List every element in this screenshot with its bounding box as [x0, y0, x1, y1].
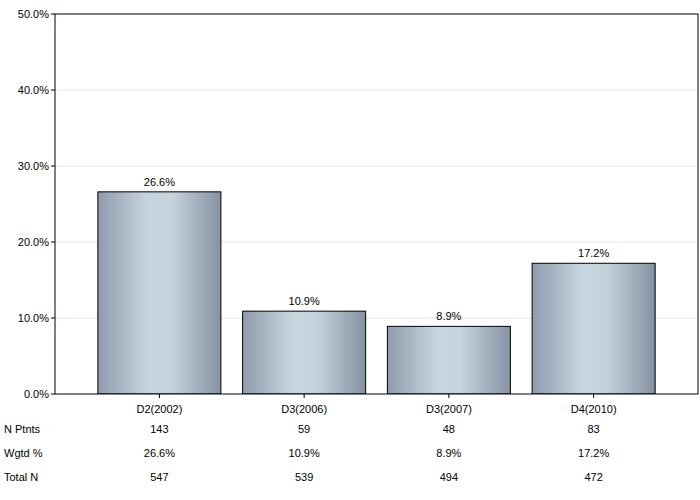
table-row-label: N Ptnts: [4, 423, 41, 435]
y-tick: [51, 90, 55, 91]
background: [0, 0, 700, 500]
table-cell: 17.2%: [578, 447, 609, 459]
table-cell: 48: [443, 423, 455, 435]
x-tick-label: D3(2006): [281, 403, 327, 415]
bar: [532, 263, 655, 394]
y-tick-label: 50.0%: [18, 8, 49, 20]
table-row-label: Wgtd %: [4, 447, 43, 459]
table-row-label: Total N: [4, 471, 38, 483]
y-tick-label: 10.0%: [18, 312, 49, 324]
table-cell: 547: [150, 471, 168, 483]
y-tick: [51, 318, 55, 319]
y-tick: [51, 242, 55, 243]
y-tick-label: 40.0%: [18, 84, 49, 96]
x-tick: [593, 394, 594, 398]
table-cell: 539: [295, 471, 313, 483]
table-cell: 494: [440, 471, 458, 483]
chart-svg: 0.0% 10.0% 20.0% 30.0% 40.0% 50.0% 26.6% 10.9% 8…: [0, 0, 700, 500]
table-cell: 143: [150, 423, 168, 435]
y-tick-label: 0.0%: [24, 388, 49, 400]
table-cell: 8.9%: [436, 447, 461, 459]
data-label: 8.9%: [436, 310, 461, 322]
table-cell: 10.9%: [289, 447, 320, 459]
x-tick-label: D3(2007): [426, 403, 472, 415]
table-cell: 59: [298, 423, 310, 435]
table-cell: 26.6%: [144, 447, 175, 459]
bar: [243, 311, 366, 394]
plot-frame: [55, 14, 698, 394]
data-label: 10.9%: [289, 295, 320, 307]
x-tick-label: D4(2010): [571, 403, 617, 415]
y-tick: [51, 14, 55, 15]
x-tick: [304, 394, 305, 398]
x-tick: [448, 394, 449, 398]
y-tick-label: 20.0%: [18, 236, 49, 248]
data-label: 17.2%: [578, 247, 609, 259]
y-tick-label: 30.0%: [18, 160, 49, 172]
bar: [387, 326, 510, 394]
data-label: 26.6%: [144, 176, 175, 188]
y-tick: [51, 394, 55, 395]
grid-line: [55, 90, 698, 91]
chart-container: 0.0% 10.0% 20.0% 30.0% 40.0% 50.0% 26.6% 10.9% 8…: [0, 0, 700, 500]
y-tick: [51, 166, 55, 167]
table-cell: 472: [584, 471, 602, 483]
grid-line: [55, 166, 698, 167]
bars: [98, 192, 655, 394]
x-tick: [159, 394, 160, 398]
x-tick-label: D2(2002): [136, 403, 182, 415]
table-cell: 83: [588, 423, 600, 435]
bar: [98, 192, 221, 394]
